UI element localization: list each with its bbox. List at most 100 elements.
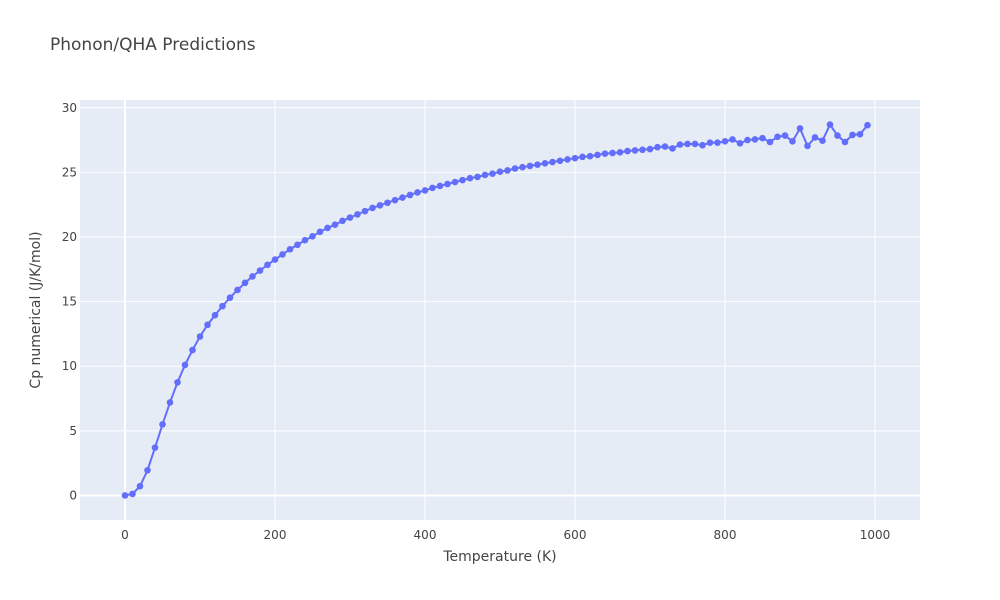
data-point[interactable] <box>219 302 226 310</box>
data-point[interactable] <box>736 139 744 147</box>
data-point[interactable] <box>136 482 144 490</box>
data-point[interactable] <box>204 321 211 329</box>
data-point[interactable] <box>519 163 526 171</box>
data-point[interactable] <box>661 143 669 150</box>
data-point[interactable] <box>751 136 759 143</box>
data-point[interactable] <box>774 133 781 141</box>
data-point[interactable] <box>354 211 361 218</box>
data-point[interactable] <box>556 157 564 165</box>
data-point[interactable] <box>729 136 736 143</box>
data-point[interactable] <box>346 214 354 221</box>
data-point[interactable] <box>849 131 856 139</box>
data-point[interactable] <box>121 492 129 499</box>
data-point[interactable] <box>609 149 616 157</box>
data-point[interactable] <box>826 121 834 128</box>
data-point[interactable] <box>414 189 421 196</box>
data-point[interactable] <box>331 221 339 229</box>
data-point[interactable] <box>526 162 534 170</box>
data-point[interactable] <box>181 361 189 369</box>
data-point[interactable] <box>796 125 804 132</box>
data-point[interactable] <box>706 139 714 146</box>
data-point[interactable] <box>646 145 654 153</box>
data-point[interactable] <box>489 170 496 177</box>
data-point[interactable] <box>511 165 519 172</box>
data-point[interactable] <box>684 140 691 148</box>
data-point[interactable] <box>541 160 549 167</box>
data-point[interactable] <box>316 228 324 236</box>
data-point[interactable] <box>474 173 481 181</box>
data-point[interactable] <box>714 139 721 146</box>
data-point[interactable] <box>271 256 279 263</box>
data-point[interactable] <box>256 267 264 274</box>
data-point[interactable] <box>841 138 849 146</box>
data-point[interactable] <box>241 279 249 287</box>
data-point[interactable] <box>196 333 204 340</box>
data-point[interactable] <box>571 154 579 162</box>
data-point[interactable] <box>699 141 706 149</box>
data-point[interactable] <box>721 138 729 145</box>
data-point[interactable] <box>376 202 384 209</box>
data-point[interactable] <box>819 137 826 145</box>
data-point[interactable] <box>189 346 196 354</box>
data-point[interactable] <box>369 204 376 212</box>
data-point[interactable] <box>226 294 234 302</box>
data-point[interactable] <box>421 187 429 194</box>
data-point[interactable] <box>301 236 309 244</box>
data-point[interactable] <box>744 136 751 144</box>
data-point[interactable] <box>564 156 571 163</box>
data-point[interactable] <box>129 490 136 498</box>
data-point[interactable] <box>249 273 256 280</box>
data-point[interactable] <box>856 130 864 138</box>
data-point[interactable] <box>781 132 789 139</box>
data-point[interactable] <box>624 147 631 155</box>
data-point[interactable] <box>309 233 316 240</box>
data-point[interactable] <box>324 224 331 232</box>
data-point[interactable] <box>286 245 294 253</box>
data-point[interactable] <box>361 207 369 215</box>
data-point[interactable] <box>264 261 271 269</box>
data-point[interactable] <box>789 138 796 145</box>
data-point[interactable] <box>834 132 841 139</box>
data-point[interactable] <box>429 184 436 192</box>
data-point[interactable] <box>579 153 586 161</box>
data-point[interactable] <box>159 421 166 428</box>
data-point[interactable] <box>459 176 466 184</box>
data-point[interactable] <box>294 241 301 249</box>
data-point[interactable] <box>234 286 241 294</box>
data-point[interactable] <box>676 141 684 148</box>
data-point[interactable] <box>144 466 151 474</box>
data-point[interactable] <box>436 182 444 190</box>
data-point[interactable] <box>504 167 511 174</box>
data-point[interactable] <box>766 138 774 146</box>
data-point[interactable] <box>384 199 391 207</box>
data-point[interactable] <box>759 134 766 142</box>
data-point[interactable] <box>804 142 811 150</box>
data-point[interactable] <box>451 178 459 186</box>
data-point[interactable] <box>586 152 594 160</box>
data-point[interactable] <box>496 168 504 176</box>
data-point[interactable] <box>616 149 624 156</box>
data-point[interactable] <box>339 217 346 225</box>
data-point[interactable] <box>864 121 871 129</box>
data-point[interactable] <box>639 146 646 154</box>
data-point[interactable] <box>601 150 609 157</box>
data-point[interactable] <box>481 171 489 179</box>
data-point[interactable] <box>211 311 219 319</box>
data-point[interactable] <box>166 399 174 406</box>
data-point[interactable] <box>811 134 819 141</box>
data-point[interactable] <box>631 147 639 154</box>
data-point[interactable] <box>534 161 541 168</box>
data-point[interactable] <box>669 145 676 152</box>
data-point[interactable] <box>406 191 414 199</box>
data-point[interactable] <box>549 158 556 166</box>
data-point[interactable] <box>654 143 661 151</box>
data-point[interactable] <box>691 140 699 148</box>
data-point[interactable] <box>174 379 181 386</box>
data-point[interactable] <box>399 194 406 201</box>
data-point[interactable] <box>391 196 399 204</box>
data-point[interactable] <box>151 444 159 451</box>
data-point[interactable] <box>466 174 474 182</box>
data-point[interactable] <box>594 151 601 159</box>
data-point[interactable] <box>444 180 451 188</box>
data-point[interactable] <box>279 251 286 258</box>
